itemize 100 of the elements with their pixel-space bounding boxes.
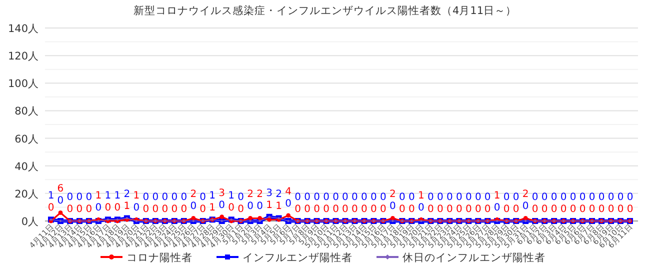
- data-label: 0: [503, 204, 510, 215]
- data-label: 0: [570, 192, 576, 203]
- data-label: 0: [608, 204, 614, 215]
- data-label: 1: [209, 190, 216, 202]
- data-label: 4: [285, 186, 292, 198]
- data-label: 1: [124, 201, 130, 212]
- data-label: 0: [608, 192, 614, 203]
- data-label: 0: [532, 204, 538, 215]
- data-label: 0: [190, 201, 197, 212]
- data-label: 0: [152, 204, 159, 215]
- legend-label: 休日のインフルエンザ陽性者: [402, 251, 546, 264]
- data-label: 0: [256, 201, 264, 212]
- data-label: 2: [390, 189, 396, 200]
- data-label: 0: [142, 204, 150, 215]
- data-label: 0: [104, 202, 112, 214]
- data-label: 0: [66, 204, 74, 215]
- data-label: 0: [66, 192, 74, 203]
- data-label: 0: [294, 192, 301, 203]
- data-label: 0: [560, 204, 567, 215]
- y-tick-label: 80人: [14, 106, 39, 118]
- data-label: 0: [294, 204, 301, 215]
- data-label: 0: [446, 192, 453, 203]
- data-label: 0: [180, 192, 188, 203]
- data-label: 0: [95, 202, 102, 214]
- data-label: 0: [361, 192, 368, 203]
- legend-label: インフルエンザ陽性者: [242, 251, 352, 264]
- data-label: 1: [133, 190, 140, 202]
- data-label: 0: [342, 204, 348, 215]
- data-label: 1: [114, 190, 121, 202]
- data-label: 1: [209, 202, 216, 214]
- data-label: 0: [550, 204, 558, 215]
- data-label: 0: [522, 201, 529, 212]
- data-label: 0: [152, 192, 159, 203]
- data-label: 0: [418, 202, 424, 214]
- data-label: 1: [48, 190, 54, 202]
- data-label: 0: [427, 204, 434, 215]
- data-label: 2: [522, 189, 529, 200]
- data-label: 0: [314, 192, 320, 203]
- y-tick-label: 120人: [8, 50, 39, 63]
- y-tick-label: 20人: [14, 188, 39, 200]
- y-tick-label: 40人: [14, 160, 39, 173]
- data-label: 0: [399, 204, 406, 215]
- data-label: 0: [503, 192, 510, 203]
- data-label: 0: [133, 202, 140, 214]
- data-label: 0: [390, 201, 396, 212]
- data-label: 0: [162, 192, 168, 203]
- data-label: 0: [465, 204, 472, 215]
- data-label: 0: [456, 192, 462, 203]
- data-label: 0: [352, 204, 358, 215]
- data-label: 3: [266, 188, 272, 199]
- data-label: 0: [588, 192, 596, 203]
- y-tick-label: 100人: [8, 78, 39, 90]
- data-label: 0: [541, 204, 548, 215]
- data-label: 2: [276, 189, 282, 200]
- data-label: 0: [626, 192, 634, 203]
- data-label: 0: [465, 192, 472, 203]
- data-label: 0: [579, 204, 586, 215]
- data-label: 1: [418, 190, 424, 202]
- data-label: 0: [512, 204, 520, 215]
- data-label: 0: [323, 192, 330, 203]
- data-label: 0: [218, 200, 226, 211]
- data-label: 0: [570, 204, 576, 215]
- data-label: 0: [361, 204, 368, 215]
- data-label: 0: [171, 204, 178, 215]
- legend-label: コロナ陽性者: [126, 251, 192, 264]
- data-label: 0: [436, 204, 444, 215]
- data-label: 0: [238, 204, 244, 215]
- data-label: 3: [218, 188, 226, 199]
- data-label: 0: [332, 192, 339, 203]
- data-label: 0: [114, 202, 121, 214]
- data-label: 0: [285, 198, 292, 210]
- data-label: 0: [617, 192, 624, 203]
- data-label: 0: [200, 204, 206, 215]
- data-label: 0: [598, 192, 605, 203]
- data-label: 0: [162, 204, 168, 215]
- data-label: 0: [456, 204, 462, 215]
- data-label: 1: [276, 201, 282, 212]
- data-label: 0: [579, 192, 586, 203]
- data-label: 1: [95, 190, 102, 202]
- data-label: 0: [474, 192, 482, 203]
- data-label: 0: [436, 192, 444, 203]
- data-label: 0: [399, 192, 406, 203]
- data-label: 0: [380, 192, 386, 203]
- y-tick-label: 60人: [14, 133, 39, 146]
- chart-title: 新型コロナウイルス感染症・インフルエンザウイルス陽性者数（4月11日～）: [133, 4, 517, 17]
- data-label: 0: [57, 196, 64, 207]
- data-label: 0: [332, 204, 339, 215]
- data-label: 0: [304, 192, 310, 203]
- data-label: 0: [560, 192, 567, 203]
- data-label: 6: [57, 184, 64, 195]
- data-label: 0: [352, 192, 358, 203]
- data-label: 0: [86, 204, 92, 215]
- data-label: 1: [104, 190, 112, 202]
- data-label: 0: [86, 192, 92, 203]
- y-tick-label: 0人: [21, 216, 39, 228]
- data-label: 0: [228, 202, 235, 214]
- data-label: 0: [342, 192, 348, 203]
- y-tick-label: 140人: [8, 23, 39, 35]
- data-label: 0: [598, 204, 605, 215]
- data-label: 0: [512, 192, 520, 203]
